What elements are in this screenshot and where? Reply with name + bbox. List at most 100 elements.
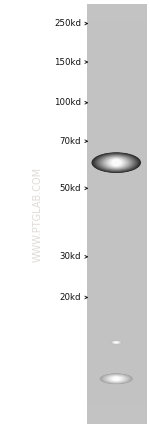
Bar [87,409,147,411]
Bar [87,205,147,208]
Bar [87,21,147,23]
Bar [87,107,147,109]
Bar [87,218,147,220]
Bar [87,369,147,372]
Bar [87,37,147,40]
Bar [87,421,147,424]
Bar [87,283,147,285]
Bar [87,33,147,36]
Ellipse shape [106,375,127,383]
Bar [87,201,147,204]
Bar [87,350,147,352]
Bar [87,289,147,291]
Bar [87,363,147,365]
Bar [87,48,147,51]
Bar [87,291,147,294]
Ellipse shape [112,341,120,344]
Text: 20kd: 20kd [60,293,81,302]
Bar [87,243,147,246]
Bar [87,281,147,283]
Ellipse shape [101,374,131,384]
Bar [87,138,147,141]
Ellipse shape [108,158,125,167]
Ellipse shape [113,341,120,344]
Bar [87,39,147,42]
Bar [87,117,147,119]
Bar [87,310,147,312]
Ellipse shape [111,376,122,381]
Ellipse shape [112,159,121,166]
Ellipse shape [112,377,120,381]
Bar [87,132,147,134]
Bar [87,211,147,214]
Bar [87,79,147,82]
Ellipse shape [106,158,126,168]
Bar [87,60,147,63]
Ellipse shape [115,342,117,343]
Bar [87,312,147,315]
Bar [87,77,147,80]
Ellipse shape [107,158,126,168]
Bar [87,199,147,202]
Ellipse shape [105,375,128,383]
Bar [87,413,147,415]
Bar [87,16,147,19]
Ellipse shape [102,156,130,169]
Ellipse shape [92,153,140,172]
Bar [87,264,147,266]
Ellipse shape [104,157,128,169]
Bar [87,178,147,181]
Bar [87,367,147,369]
Bar [87,50,147,53]
Bar [87,10,147,13]
Ellipse shape [111,377,122,381]
Bar [87,167,147,170]
Bar [87,113,147,116]
Ellipse shape [111,341,122,344]
Bar [87,407,147,409]
Bar [87,12,147,15]
Bar [87,165,147,168]
Ellipse shape [113,342,119,343]
Bar [87,182,147,184]
Bar [87,73,147,76]
Bar [87,104,147,107]
Ellipse shape [104,374,128,383]
Bar [87,272,147,275]
Bar [87,339,147,342]
Bar [87,335,147,338]
Ellipse shape [107,375,125,382]
Bar [87,65,147,67]
Ellipse shape [110,341,122,344]
Bar [87,4,147,6]
Bar [87,360,147,363]
Ellipse shape [106,157,127,168]
Bar [87,224,147,226]
Ellipse shape [115,342,118,343]
Bar [87,375,147,377]
Bar [87,67,147,69]
Bar [87,155,147,158]
Ellipse shape [103,157,129,169]
Ellipse shape [114,342,118,343]
Bar [87,31,147,34]
Ellipse shape [96,154,137,172]
Bar [87,394,147,396]
Ellipse shape [112,341,120,344]
Bar [87,318,147,321]
Bar [87,314,147,317]
Ellipse shape [102,374,131,383]
Bar [87,352,147,354]
Ellipse shape [114,342,119,343]
Ellipse shape [103,374,130,383]
Ellipse shape [105,157,128,168]
Bar [87,6,147,9]
Ellipse shape [111,341,121,344]
Ellipse shape [112,341,121,344]
Bar [87,15,147,17]
Bar [87,253,147,256]
Text: WWW.PTGLAB.COM: WWW.PTGLAB.COM [33,166,42,262]
Ellipse shape [101,155,132,170]
Bar [87,102,147,105]
Bar [87,304,147,306]
